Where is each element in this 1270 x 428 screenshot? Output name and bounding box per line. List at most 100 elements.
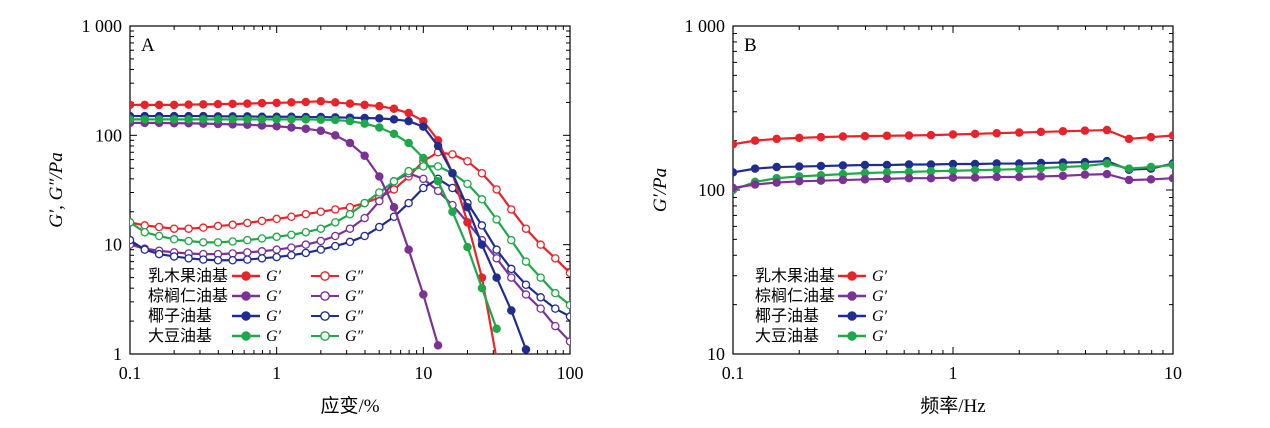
data-point: [521, 280, 531, 289]
data-point: [733, 183, 738, 193]
data-point: [331, 131, 340, 140]
data-point: [154, 115, 164, 124]
data-point: [772, 162, 781, 172]
data-point: [463, 218, 472, 227]
data-point: [316, 245, 326, 254]
data-point: [904, 160, 914, 169]
data-point: [316, 126, 326, 136]
data-point: [948, 130, 958, 139]
data-point: [228, 115, 237, 124]
data-point: [816, 132, 826, 142]
data-point: [360, 198, 369, 208]
data-point: [404, 138, 413, 148]
data-point: [1102, 169, 1112, 179]
data-point: [551, 288, 560, 298]
data-point: [404, 166, 413, 176]
legend-row: 乳木果油基 G′ G″: [148, 267, 364, 285]
data-point: [154, 222, 164, 232]
data-point: [1168, 160, 1173, 170]
data-point: [1168, 131, 1173, 140]
legend-marker: [847, 311, 857, 321]
data-point: [404, 116, 413, 126]
panel-label-a: A: [141, 35, 155, 56]
data-point: [213, 238, 223, 247]
data-point: [243, 115, 252, 124]
data-point: [521, 345, 531, 354]
data-point: [316, 224, 326, 233]
x-tick-label: 100: [557, 363, 584, 383]
data-point: [345, 138, 355, 148]
y-tick-label: 1: [113, 344, 122, 364]
data-point: [184, 115, 193, 124]
legend-marker: [847, 271, 857, 281]
data-point: [1014, 164, 1024, 174]
legend-symbol: G′: [266, 308, 282, 325]
data-point: [287, 212, 296, 222]
data-point: [154, 100, 164, 110]
data-point: [345, 202, 355, 212]
data-point: [493, 355, 500, 362]
data-point: [287, 251, 296, 260]
data-point: [492, 245, 501, 254]
data-point: [140, 245, 149, 254]
legend-symbol: G′: [872, 328, 888, 345]
legend-b: 乳木果油基 G′ 棕榈仁油基 G′ 椰子油基 G′ 大豆油基 G′: [755, 267, 888, 345]
data-point: [536, 273, 545, 282]
data-point: [130, 218, 135, 227]
data-point: [301, 248, 311, 258]
data-point: [199, 115, 208, 124]
data-point: [243, 218, 252, 228]
series-line: [130, 114, 528, 350]
data-point: [345, 224, 355, 233]
data-point: [375, 114, 384, 123]
data-point: [140, 100, 149, 110]
legend-marker: [847, 331, 857, 341]
series-5: [130, 174, 570, 321]
data-point: [272, 252, 281, 262]
data-point: [551, 254, 560, 263]
data-point: [272, 245, 281, 254]
data-point: [301, 227, 311, 237]
data-point: [287, 123, 296, 132]
data-point: [130, 115, 135, 124]
data-point: [1102, 159, 1112, 168]
data-point: [154, 249, 164, 259]
series-0: [130, 97, 500, 362]
y-axis-title-a: G′, G″/Pa: [46, 152, 67, 227]
data-point: [1014, 128, 1024, 137]
data-point: [404, 245, 413, 254]
data-point: [257, 216, 267, 226]
x-axis-title-a: 应变/%: [320, 395, 379, 417]
data-point: [331, 231, 340, 241]
data-point: [272, 214, 281, 224]
data-point: [1080, 161, 1090, 171]
data-point: [1146, 175, 1156, 184]
data-point: [992, 172, 1001, 182]
data-point: [140, 115, 149, 124]
data-point: [492, 273, 501, 282]
data-point: [794, 162, 804, 171]
data-point: [140, 221, 149, 230]
data-point: [970, 165, 980, 175]
data-point: [860, 175, 870, 184]
data-point: [360, 151, 369, 161]
legend-marker: [241, 291, 251, 301]
data-point: [750, 164, 760, 173]
legend-marker: [320, 271, 330, 281]
data-point: [521, 290, 531, 299]
data-point: [301, 97, 311, 107]
legend-symbol: G″: [345, 308, 364, 325]
data-point: [794, 177, 804, 186]
legend-symbol: G′: [266, 328, 282, 345]
data-point: [301, 124, 311, 133]
data-point: [1080, 126, 1090, 135]
data-point: [184, 100, 193, 109]
data-point: [1146, 162, 1156, 172]
legend-row: 大豆油基 G′: [755, 327, 888, 345]
data-point: [345, 116, 355, 126]
legend-a: 乳木果油基 G′ G″ 棕榈仁油基 G′ G″ 椰子油基 G′ G″ 大豆油基 G′ G″: [148, 267, 364, 345]
data-point: [419, 122, 428, 131]
data-point: [316, 207, 326, 216]
legend-row: 椰子油基 G′ G″: [148, 307, 364, 325]
